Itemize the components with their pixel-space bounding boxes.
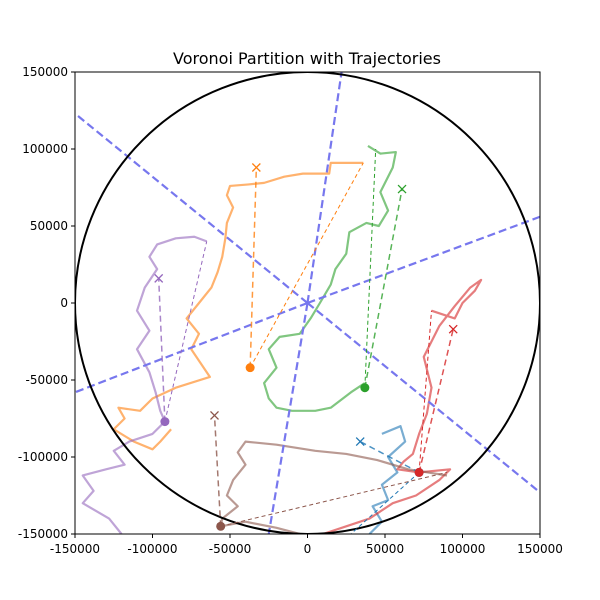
target-marker-0 [355, 437, 365, 447]
voronoi-edge-4 [306, 72, 343, 304]
target-marker-3 [448, 324, 458, 334]
y-tick-label: 0 [60, 296, 68, 310]
current-position-2 [360, 383, 370, 393]
trajectory-line-5 [219, 440, 448, 534]
voronoi-edge-0 [306, 302, 540, 494]
connector-line-3 [418, 310, 432, 473]
x-tick-label: 150000 [517, 542, 563, 556]
x-tick-label: -100000 [127, 542, 177, 556]
connector-line-1 [249, 162, 364, 368]
connector-line-0 [350, 472, 420, 534]
heading-line-3 [418, 329, 454, 473]
current-position-1 [245, 363, 255, 373]
current-position-5 [216, 521, 226, 531]
voronoi-edge-2 [307, 215, 540, 305]
current-position-3 [414, 467, 424, 477]
voronoi-edge-5 [267, 302, 309, 534]
heading-line-1 [249, 167, 258, 368]
trajectory-line-0 [368, 425, 407, 534]
x-tick-label: -50000 [209, 542, 252, 556]
trajectory-line-3 [322, 278, 483, 534]
plot-area [75, 72, 540, 534]
x-tick-label: -150000 [50, 542, 100, 556]
heading-line-2 [364, 188, 403, 388]
trajectory-line-4 [81, 235, 208, 534]
y-tick-label: -150000 [18, 527, 68, 541]
y-tick-label: 100000 [22, 142, 68, 156]
heading-line-0 [359, 440, 420, 474]
connector-line-4 [164, 241, 208, 422]
y-tick-label: -100000 [18, 450, 68, 464]
heading-line-4 [157, 278, 166, 422]
current-position-4 [160, 417, 170, 427]
x-tick-label: 0 [304, 542, 312, 556]
connector-line-5 [220, 471, 448, 527]
y-tick-label: 50000 [30, 219, 68, 233]
connector-line-2 [364, 148, 377, 388]
voronoi-edge-1 [75, 112, 309, 304]
x-tick-label: 50000 [366, 542, 404, 556]
y-tick-label: 150000 [22, 65, 68, 79]
voronoi-edge-3 [75, 301, 308, 394]
trajectory-line-1 [112, 161, 364, 451]
axes: -150000 -100000 -50000 0 50000 100000 150000 -1… [18, 65, 563, 556]
heading-line-5 [213, 415, 222, 527]
chart-title: Voronoi Partition with Trajectories [173, 49, 441, 68]
y-tick-label: -50000 [25, 373, 68, 387]
x-tick-label: 100000 [440, 542, 486, 556]
